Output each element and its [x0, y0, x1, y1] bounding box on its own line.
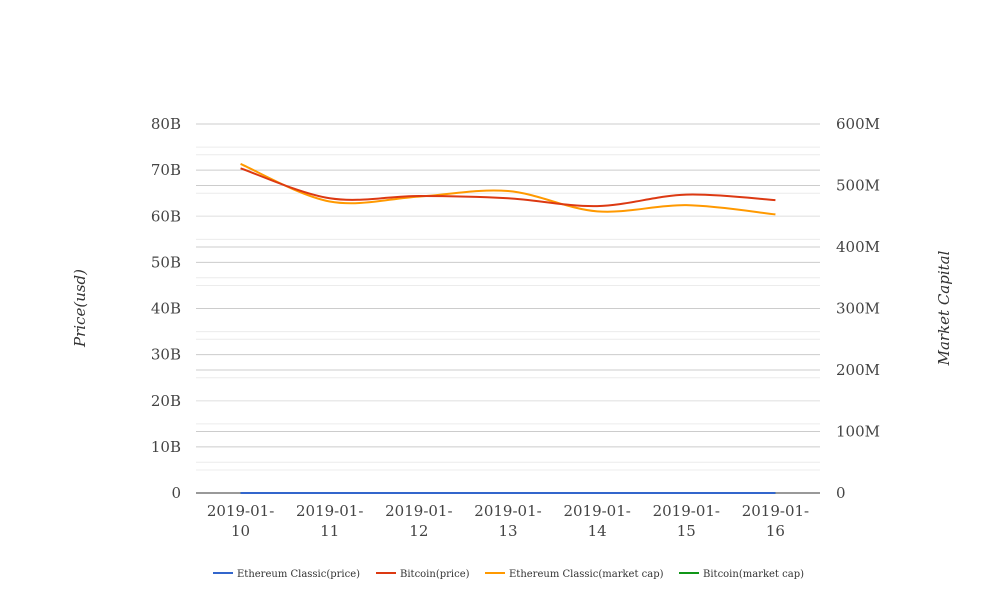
series-line-ethereum-classic-market-cap: [240, 163, 776, 216]
x-tick-label: 2019-01-15: [653, 502, 720, 540]
x-tick-label: 2019-01-10: [207, 502, 274, 540]
right-y-tick-label: 100M: [836, 423, 880, 441]
x-tick-label: 2019-01-16: [742, 502, 809, 540]
left-y-tick-label: 30B: [151, 346, 181, 364]
grid-lines-left: [196, 123, 820, 471]
x-tick-label: 2019-01-12: [385, 502, 452, 540]
right-y-tick-label: 600M: [836, 115, 880, 133]
x-tick-label: 2019-01-11: [296, 502, 363, 540]
right-y-tick-label: 500M: [836, 177, 880, 195]
legend-label-bitcoin-market-cap: Bitcoin(market cap): [703, 569, 804, 580]
left-y-tick-label: 70B: [151, 161, 181, 179]
right-y-axis-ticks: 0 100M 200M 300M 400M 500M 600M: [836, 115, 880, 502]
left-y-axis-ticks: 0 10B 20B 30B 40B 50B 60B 70B 80B: [151, 115, 181, 502]
legend-label-ethereum-classic-price: Ethereum Classic(price): [237, 569, 360, 580]
left-y-tick-label: 0: [171, 484, 181, 502]
left-y-tick-label: 60B: [151, 207, 181, 225]
grid-lines-right: [196, 123, 820, 463]
series-lines: [240, 163, 776, 495]
legend-label-bitcoin-price: Bitcoin(price): [400, 569, 470, 580]
right-y-tick-label: 400M: [836, 238, 880, 256]
right-y-axis-title: Market Capital: [935, 250, 953, 366]
left-y-tick-label: 20B: [151, 392, 181, 410]
left-y-tick-label: 80B: [151, 115, 181, 133]
series-line-bitcoin-price: [240, 167, 776, 208]
left-y-tick-label: 10B: [151, 438, 181, 456]
right-y-tick-label: 300M: [836, 300, 880, 318]
x-tick-label: 2019-01-14: [563, 502, 630, 540]
legend-label-ethereum-classic-market-cap: Ethereum Classic(market cap): [509, 569, 664, 580]
legend: Ethereum Classic(price) Bitcoin(price) Eth…: [213, 569, 804, 580]
left-y-axis-title: Price(usd): [71, 269, 89, 348]
x-tick-label: 2019-01-13: [474, 502, 541, 540]
x-axis-ticks: 2019-01-10 2019-01-11 2019-01-12 2019-01-13…: [207, 502, 809, 540]
right-y-tick-label: 0: [836, 484, 846, 502]
left-y-tick-label: 50B: [151, 253, 181, 271]
left-y-tick-label: 40B: [151, 300, 181, 318]
right-y-tick-label: 200M: [836, 361, 880, 379]
